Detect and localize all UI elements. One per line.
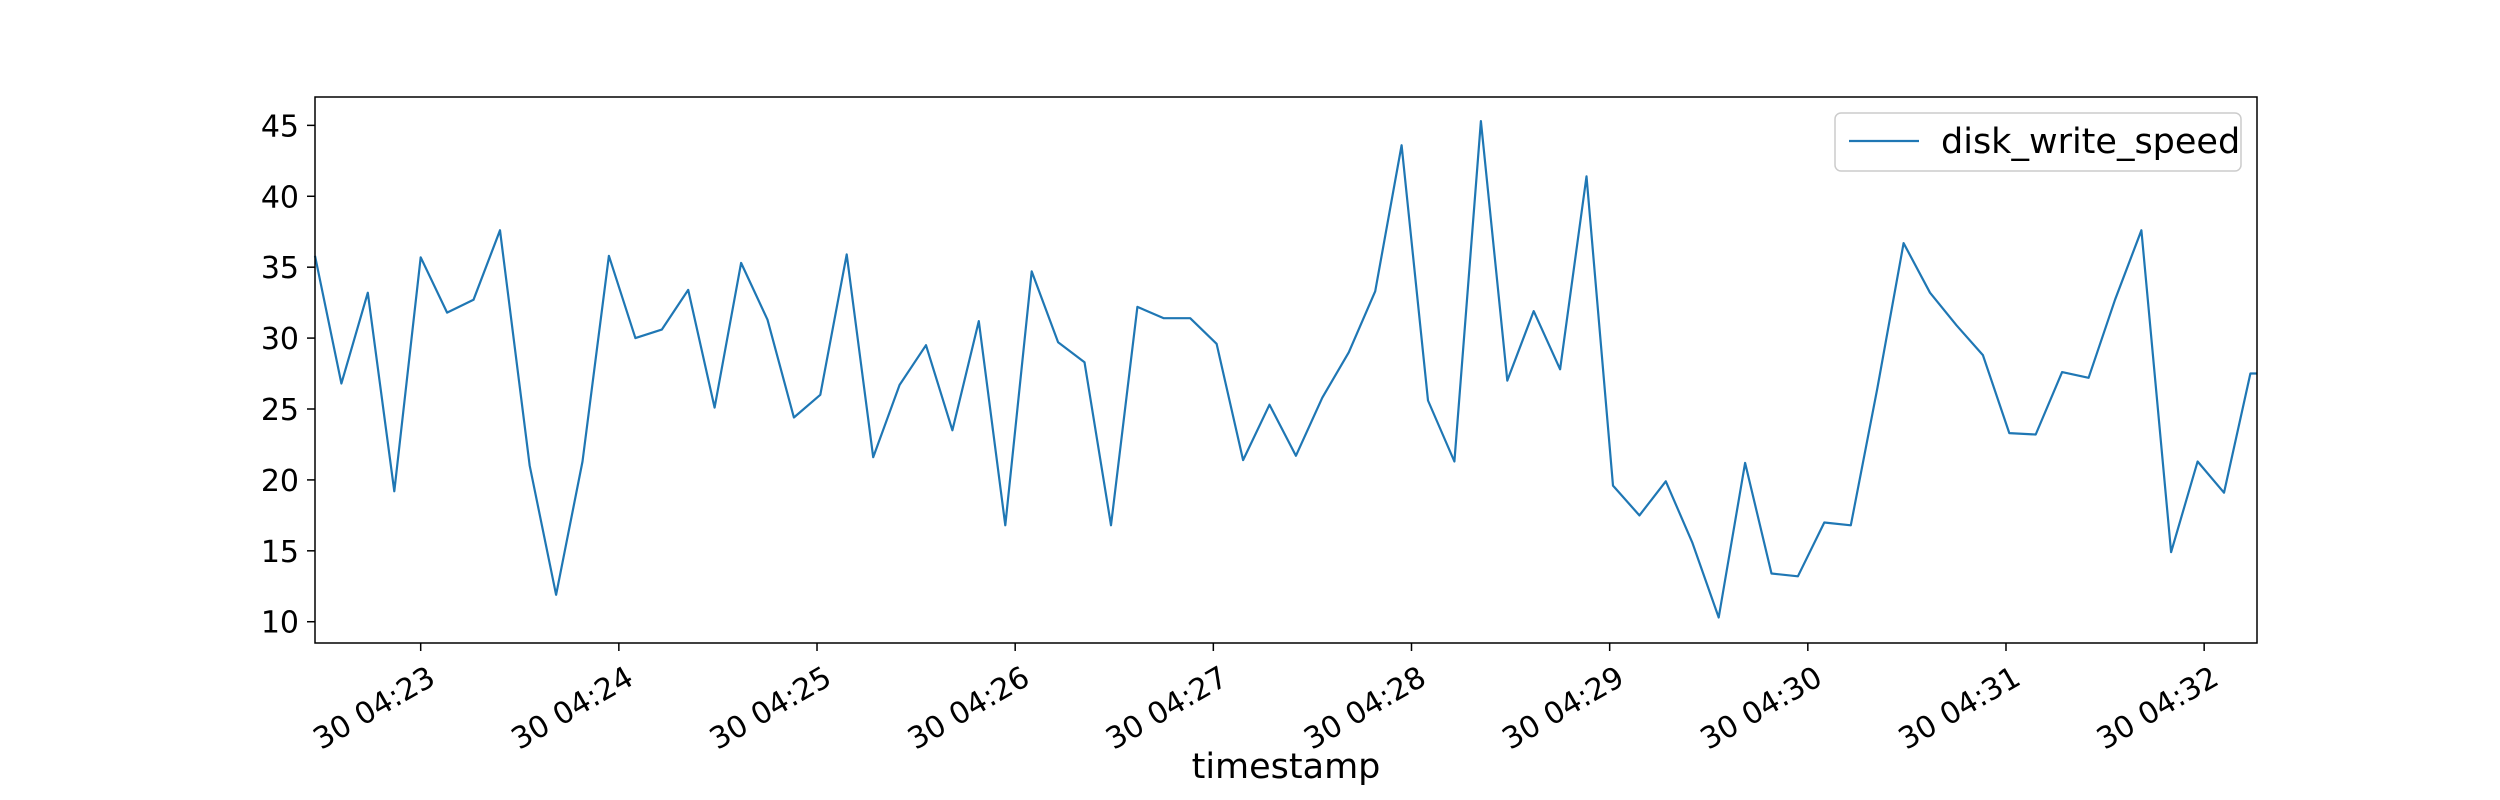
y-tick-label: 10 [261, 606, 299, 641]
y-tick-label: 30 [261, 322, 299, 357]
y-tick-label: 15 [261, 535, 299, 570]
legend-box [1834, 112, 2242, 172]
legend: disk_write_speed [1834, 112, 2242, 172]
x-axis-title: timestamp [1192, 747, 1381, 787]
series-line-disk-write-speed [313, 119, 2257, 619]
y-tick-label: 20 [261, 464, 299, 499]
plot-frame [314, 96, 2258, 644]
legend-label: disk_write_speed [1941, 122, 2240, 162]
y-tick-label: 40 [261, 180, 299, 215]
y-tick-label: 25 [261, 393, 299, 428]
y-tick-label: 35 [261, 251, 299, 286]
y-tick-label: 45 [261, 109, 299, 144]
y-axis: 10 15 20 25 30 35 40 45 [261, 109, 315, 641]
